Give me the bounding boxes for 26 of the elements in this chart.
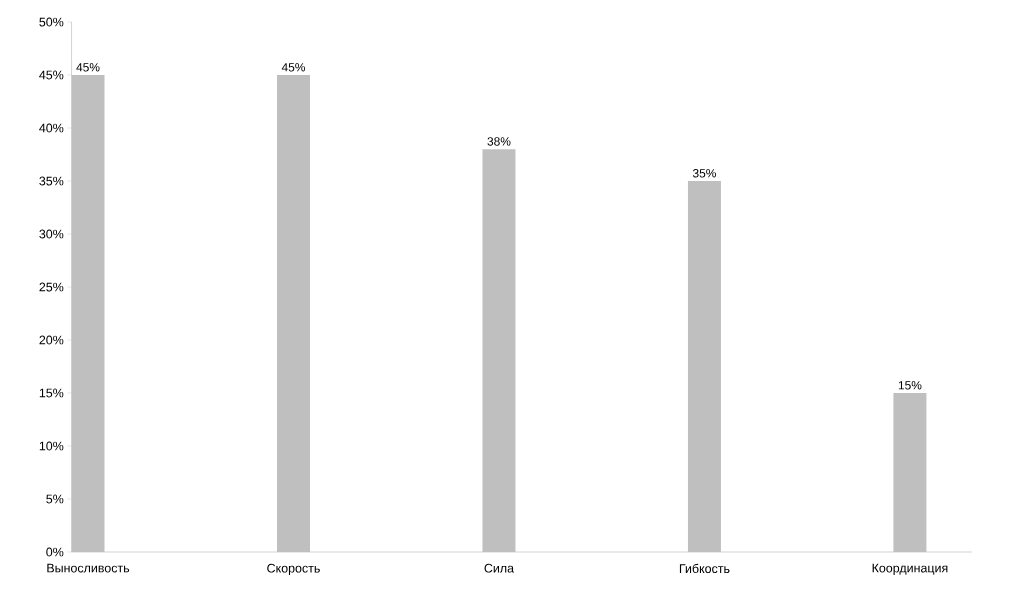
y-tick-label: 15% bbox=[39, 388, 64, 398]
y-tick-label: 35% bbox=[39, 176, 64, 186]
data-label: 38% bbox=[487, 137, 511, 146]
y-tick-label: 50% bbox=[39, 17, 64, 27]
y-tick-label: 25% bbox=[39, 282, 64, 292]
y-tick-label: 40% bbox=[39, 123, 64, 133]
bar bbox=[276, 75, 310, 552]
x-tick-label: Сила bbox=[484, 563, 515, 573]
bar bbox=[482, 149, 516, 552]
y-tick-label: 30% bbox=[39, 229, 64, 239]
y-tick-label: 20% bbox=[39, 335, 64, 345]
y-tick-label: 10% bbox=[39, 441, 64, 451]
x-tick-label: Координация bbox=[872, 563, 948, 575]
data-label: 45% bbox=[281, 63, 306, 72]
y-tick-label: 45% bbox=[39, 70, 64, 80]
bar bbox=[71, 75, 105, 552]
data-label: 15% bbox=[898, 381, 922, 390]
bar bbox=[893, 393, 927, 552]
data-label: 45% bbox=[76, 63, 100, 72]
y-tick-label: 5% bbox=[46, 494, 64, 504]
data-label: 35% bbox=[692, 169, 716, 178]
x-tick-label: Выносливость bbox=[47, 563, 130, 573]
x-tick-label: Гибкость bbox=[679, 563, 730, 574]
y-tick-label: 0% bbox=[46, 547, 64, 557]
bar bbox=[687, 181, 721, 552]
x-tick-label: Скорость bbox=[267, 563, 320, 576]
